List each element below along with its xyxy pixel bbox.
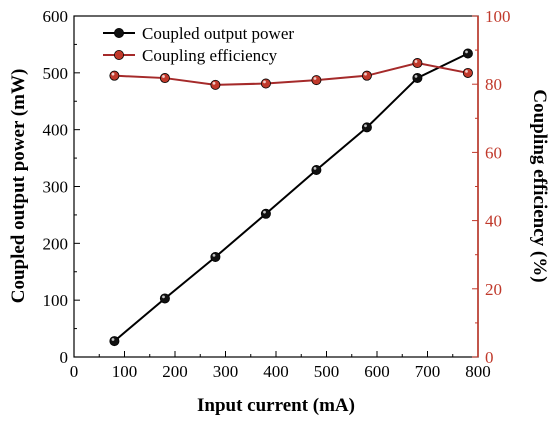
- legend-marker-1: [114, 27, 125, 38]
- y-right-tick-label: 0: [485, 348, 494, 367]
- x-axis: 0 100 200 300 400 500 600 700 800: [70, 351, 491, 381]
- series-point-highlight: [212, 253, 216, 257]
- x-tick-label: 100: [112, 362, 138, 381]
- series-point-highlight: [162, 75, 165, 78]
- series-point-highlight: [111, 338, 115, 341]
- legend-label-2: Coupling efficiency: [142, 46, 278, 65]
- x-axis-title: Input current (mA): [197, 395, 355, 416]
- x-tick-label: 600: [364, 362, 390, 381]
- series-point-2: [210, 79, 221, 90]
- y-left-tick-label: 300: [43, 178, 69, 197]
- y-left-tick-label: 0: [60, 348, 69, 367]
- series-point-highlight: [465, 50, 468, 54]
- x-tick-label: 800: [465, 362, 491, 381]
- series-point-highlight: [313, 77, 317, 80]
- series-point-highlight: [162, 295, 165, 299]
- y-left-tick-label: 500: [43, 64, 69, 83]
- y-right-tick-label: 60: [485, 143, 502, 162]
- series-point-highlight: [111, 72, 115, 76]
- series-point-highlight: [414, 74, 418, 78]
- series-point-1: [109, 336, 120, 347]
- y-right-tick-label: 80: [485, 75, 502, 94]
- series-point-highlight: [364, 124, 367, 128]
- series-point-highlight: [313, 167, 317, 170]
- series-line-1: [113, 52, 469, 342]
- series-point-highlight: [364, 72, 367, 76]
- series-layer: [109, 48, 473, 347]
- series-point-1: [210, 251, 221, 262]
- left-y-axis-title: Coupled output power (mW): [8, 69, 29, 304]
- y-right-tick-label: 100: [485, 7, 511, 26]
- x-tick-label: 500: [314, 362, 340, 381]
- x-tick-label: 400: [263, 362, 289, 381]
- x-tick-label: 300: [213, 362, 239, 381]
- series-point-2: [260, 78, 271, 89]
- series-point-2: [361, 70, 372, 81]
- series-point-2: [311, 75, 322, 86]
- left-y-axis: 0 100 200 300 400 500 600: [43, 7, 80, 367]
- series-point-highlight: [263, 80, 266, 84]
- series-point-2: [159, 73, 170, 84]
- series-point-1: [260, 208, 271, 219]
- legend-marker-2: [114, 50, 125, 61]
- series-line-2: [114, 62, 469, 86]
- series-point-highlight: [414, 60, 418, 63]
- y-right-tick-label: 20: [485, 280, 502, 299]
- x-tick-label: 0: [70, 362, 79, 381]
- y-left-tick-label: 200: [43, 234, 69, 253]
- right-y-axis-title: Coupling efficiency (%): [529, 89, 550, 282]
- series-point-2: [462, 67, 473, 78]
- series-point-1: [462, 48, 473, 59]
- series-point-2: [109, 70, 120, 81]
- x-tick-label: 200: [162, 362, 188, 381]
- y-left-tick-label: 600: [43, 7, 69, 26]
- series-point-highlight: [212, 81, 216, 85]
- legend-label-1: Coupled output power: [142, 24, 294, 43]
- series-point-highlight: [465, 69, 468, 73]
- series-point-1: [311, 165, 322, 176]
- y-left-tick-label: 100: [43, 291, 69, 310]
- series-point-2: [412, 58, 423, 69]
- y-left-tick-label: 400: [43, 121, 69, 140]
- x-tick-label: 700: [415, 362, 441, 381]
- series-point-1: [159, 293, 170, 304]
- series-point-1: [412, 72, 423, 83]
- right-y-axis: 0 20 40 60 80 100: [472, 7, 511, 367]
- series-point-1: [361, 122, 372, 133]
- legend: Coupled output power Coupling efficiency: [103, 24, 294, 65]
- series-point-highlight: [263, 210, 266, 214]
- y-right-tick-label: 40: [485, 212, 502, 231]
